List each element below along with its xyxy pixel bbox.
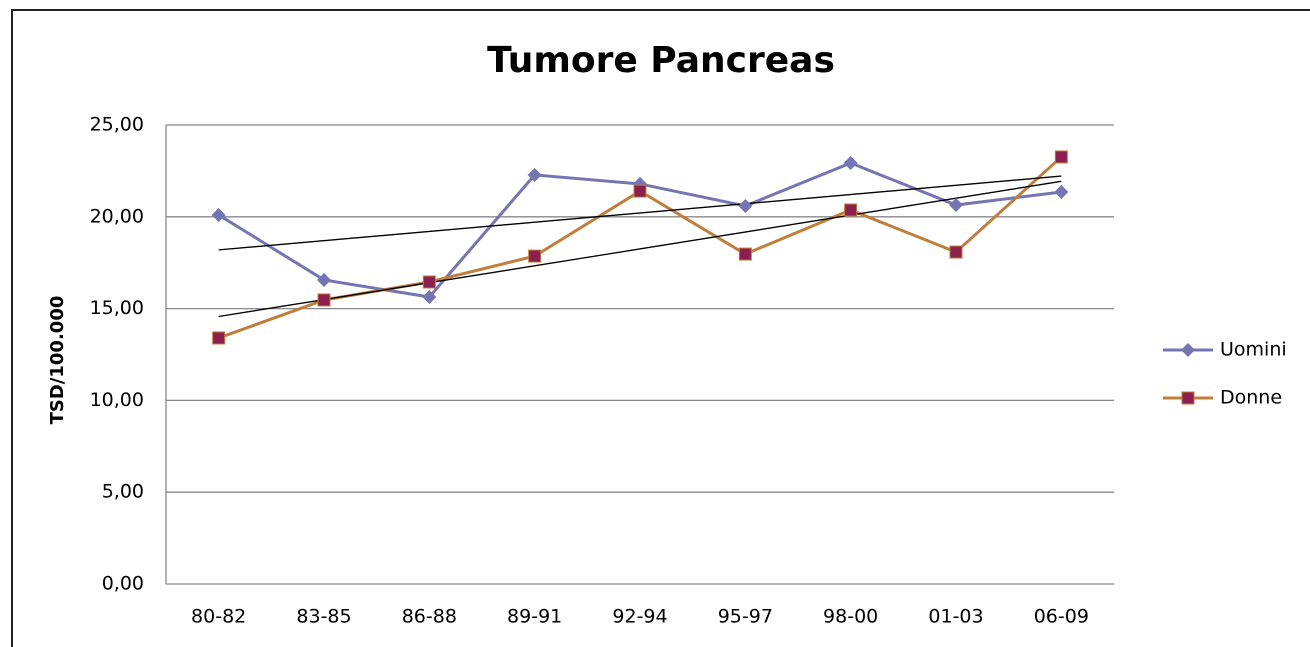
marker (844, 203, 858, 217)
marker (1054, 150, 1068, 164)
x-tick-label: 01-03 (928, 606, 983, 628)
legend-label: Donne (1220, 387, 1282, 409)
x-tick-label: 92-94 (612, 606, 667, 628)
chart-title: Tumore Pancreas (487, 40, 835, 81)
marker (1181, 391, 1195, 405)
marker (527, 167, 542, 182)
marker (212, 331, 226, 345)
x-tick-label: 06-09 (1034, 606, 1089, 628)
marker (211, 207, 226, 222)
marker (633, 184, 647, 198)
marker (317, 272, 331, 287)
y-tick-label: 5,00 (102, 481, 144, 503)
y-tick-label: 0,00 (102, 573, 144, 595)
marker (843, 156, 858, 171)
marker (949, 245, 963, 259)
x-tick-label: 98-00 (823, 606, 878, 628)
legend-label: Uomini (1220, 339, 1287, 361)
y-tick-label: 20,00 (90, 205, 144, 227)
x-tick-label: 95-97 (718, 606, 773, 628)
trend-line (218, 175, 1062, 251)
marker (317, 293, 331, 307)
marker (528, 249, 542, 263)
y-tick-label: 15,00 (90, 297, 144, 319)
chart-frame (11, 9, 1310, 647)
trend-line (218, 180, 1062, 318)
marker (738, 247, 752, 261)
x-tick-label: 80-82 (191, 606, 246, 628)
y-tick-label: 10,00 (90, 389, 144, 411)
marker (422, 290, 437, 305)
marker (949, 198, 963, 213)
x-tick-label: 86-88 (402, 606, 457, 628)
x-tick-label: 89-91 (507, 606, 562, 628)
marker (422, 275, 436, 289)
y-axis-label: TSD/100.000 (47, 296, 68, 425)
marker (738, 198, 753, 213)
marker (1054, 185, 1069, 200)
y-tick-label: 25,00 (90, 114, 144, 136)
marker (1181, 343, 1195, 357)
x-tick-label: 83-85 (296, 606, 351, 628)
